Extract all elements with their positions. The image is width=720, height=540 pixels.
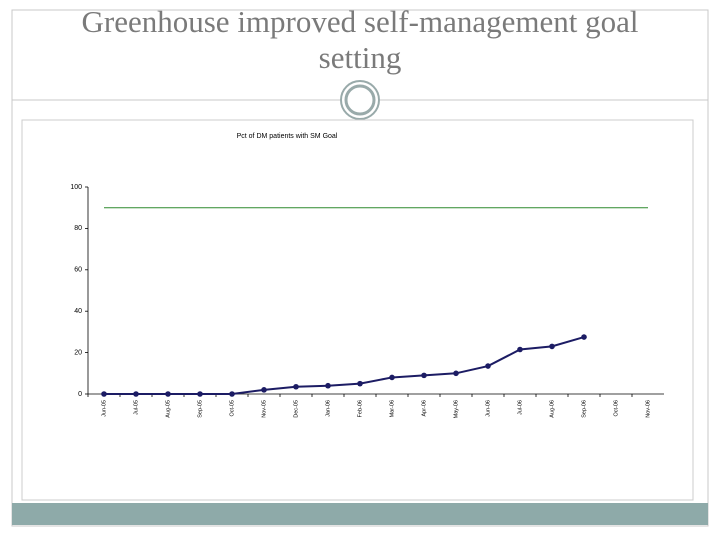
- footer-bar: [12, 503, 708, 525]
- point: [357, 380, 363, 387]
- ornament: [344, 84, 376, 116]
- x-tick-label: Dec-05: [293, 400, 299, 418]
- x-tick-label: Sep-05: [197, 400, 203, 418]
- x-tick-label: Jul-05: [133, 400, 139, 415]
- x-tick-label: Jun-05: [101, 400, 107, 417]
- chart-title: Pct of DM patients with SM Goal: [237, 133, 338, 140]
- point: [549, 343, 555, 350]
- point: [389, 374, 395, 381]
- x-tick-label: Aug-06: [549, 400, 555, 418]
- x-tick-label: Oct-06: [613, 400, 619, 417]
- y-tick-label: 20: [74, 349, 82, 356]
- point: [453, 370, 459, 377]
- point: [197, 391, 203, 397]
- x-tick-label: Feb-06: [357, 400, 363, 417]
- x-tick-label: Jun-06: [485, 400, 491, 417]
- x-tick-label: Oct-05: [229, 400, 235, 417]
- slide-title: Greenhouse improved self-management goal…: [81, 4, 639, 75]
- y-tick-label: 60: [74, 267, 82, 274]
- slide-frame: [11, 9, 709, 527]
- point: [165, 391, 171, 397]
- point: [581, 334, 587, 340]
- point: [293, 383, 299, 390]
- x-tick-label: Jan-06: [325, 400, 331, 417]
- point: [517, 346, 523, 353]
- x-tick-label: Apr-06: [421, 400, 427, 417]
- x-tick-label: May-06: [453, 400, 459, 418]
- point: [261, 387, 267, 393]
- point: [485, 363, 491, 369]
- x-tick-label: Mar-06: [389, 400, 395, 417]
- point: [325, 382, 331, 389]
- x-tick-label: Sep-06: [581, 400, 587, 418]
- x-tick-label: Nov-06: [645, 400, 651, 418]
- y-tick-label: 0: [78, 391, 82, 398]
- chart-panel: [21, 119, 694, 501]
- point: [229, 391, 235, 397]
- y-tick-label: 80: [74, 225, 82, 232]
- y-tick-label: 40: [74, 308, 82, 315]
- y-tick-label: 100: [70, 184, 82, 191]
- point: [421, 372, 427, 379]
- point: [101, 391, 107, 397]
- point: [133, 391, 139, 397]
- x-tick-label: Jul-06: [517, 400, 523, 415]
- series-line: [104, 336, 585, 395]
- x-tick-label: Nov-05: [261, 400, 267, 418]
- x-tick-label: Aug-05: [165, 400, 171, 418]
